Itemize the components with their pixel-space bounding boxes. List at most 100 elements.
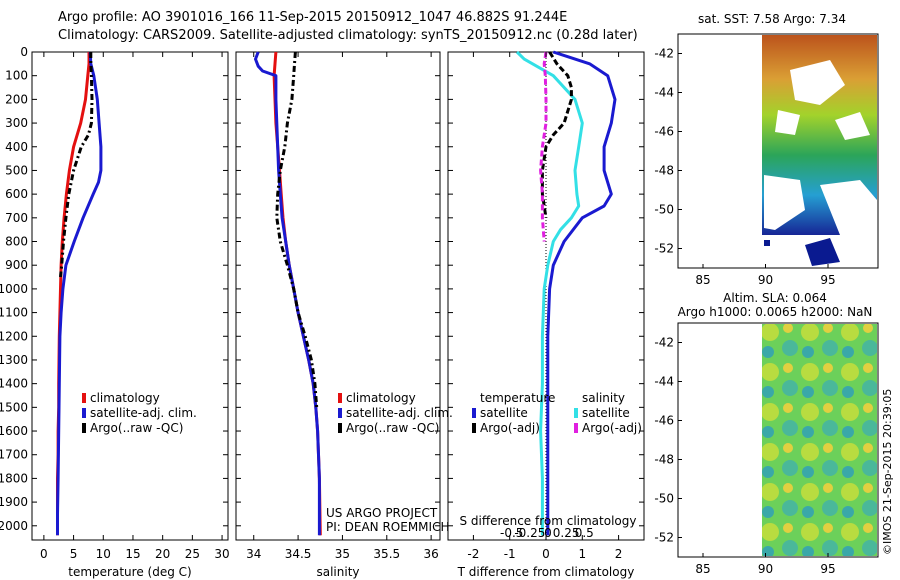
depth-tick-label: 1000 — [0, 282, 28, 296]
depth-tick-label: 1900 — [0, 495, 28, 509]
temperature-axis-label: temperature (deg C) — [68, 565, 191, 579]
legend-marker-argo — [82, 423, 86, 433]
x2-tick-label: 0 — [544, 526, 552, 540]
map-y-tick-label: -42 — [654, 47, 674, 61]
salinity-legend: climatology satellite-adj. clim. Argo(..… — [338, 391, 453, 435]
timestamp-stamp: ©IMOS 21-Sep-2015 20:39:05 — [881, 389, 894, 555]
map-x-tick-label: 85 — [695, 562, 710, 576]
sla-map-title: Altim. SLA: 0.064 — [723, 291, 827, 305]
legend-label-argo: Argo(..raw -QC) — [90, 421, 183, 435]
x-tick-label: 30 — [214, 547, 229, 561]
series-line-salinity-argo-adj- — [539, 51, 548, 242]
x-tick-label: -2 — [467, 547, 479, 561]
project-pi: PI: DEAN ROEMMICH — [326, 520, 449, 534]
map-y-tick-label: -46 — [654, 414, 674, 428]
depth-tick-label: 600 — [5, 187, 28, 201]
salinity-axis-label: salinity — [316, 565, 359, 579]
x-tick-label: 0 — [542, 547, 550, 561]
legend-marker-clim — [338, 393, 342, 403]
series-line-satellite-adj-clim- — [254, 51, 321, 536]
temperature-panel — [31, 51, 229, 541]
depth-tick-label: 1500 — [0, 400, 28, 414]
legend-label-clim: climatology — [90, 391, 160, 405]
x-tick-label: 10 — [96, 547, 111, 561]
depth-tick-label: 1300 — [0, 353, 28, 367]
header-line-1: Argo profile: AO 3901016_166 11-Sep-2015… — [58, 10, 568, 25]
legend-label-s-argo: Argo(-adj) — [582, 421, 642, 435]
legend-header-temperature: temperature — [480, 391, 555, 405]
depth-tick-label: 1600 — [0, 424, 28, 438]
depth-tick-label: 1400 — [0, 377, 28, 391]
x-tick-label: 1 — [578, 547, 586, 561]
sst-map-title: sat. SST: 7.58 Argo: 7.34 — [698, 12, 846, 26]
legend-label-s-sat: satellite — [582, 406, 630, 420]
map-y-tick-label: -52 — [654, 531, 674, 545]
x-tick-label: 15 — [125, 547, 140, 561]
legend-label-sat: satellite-adj. clim. — [346, 406, 453, 420]
series-line-satellite-adj-clim- — [56, 51, 103, 536]
x2-tick-label: -0.5 — [500, 526, 523, 540]
map-y-tick-label: -48 — [654, 164, 674, 178]
map-y-tick-label: -46 — [654, 125, 674, 139]
temperature-legend: climatology satellite-adj. clim. Argo(..… — [82, 391, 197, 435]
s-diff-axis-label: S difference from climatology — [460, 514, 637, 528]
legend-marker-s-sat — [574, 408, 578, 418]
depth-tick-label: 1100 — [0, 306, 28, 320]
x-tick-label: 2 — [615, 547, 623, 561]
series-line-temperature-argo-adj- — [540, 51, 573, 219]
map-x-tick-label: 95 — [820, 273, 835, 287]
x-tick-label: -1 — [504, 547, 516, 561]
salinity-panel — [235, 51, 441, 541]
legend-marker-argo — [338, 423, 342, 433]
x-tick-label: 34 — [246, 547, 261, 561]
depth-tick-label: 1700 — [0, 448, 28, 462]
t-diff-axis-label: T difference from climatology — [457, 565, 635, 579]
map-y-tick-label: -50 — [654, 492, 674, 506]
map-y-tick-label: -50 — [654, 203, 674, 217]
x2-tick-label: -0.25 — [514, 526, 545, 540]
sla-map-field — [762, 324, 877, 556]
map-y-tick-label: -44 — [654, 375, 674, 389]
project-name: US ARGO PROJECT — [326, 506, 438, 520]
x-tick-label: 0 — [40, 547, 48, 561]
depth-tick-label: 700 — [5, 211, 28, 225]
map-y-tick-label: -42 — [654, 336, 674, 350]
legend-label-t-argo: Argo(-adj) — [480, 421, 540, 435]
x2-tick-label: 0.25 — [553, 526, 580, 540]
difference-legend: temperature salinity satellite Argo(-adj… — [472, 391, 642, 435]
header-line-2: Climatology: CARS2009. Satellite-adjuste… — [58, 28, 638, 43]
legend-marker-sat — [82, 408, 86, 418]
x-tick-label: 20 — [155, 547, 170, 561]
map-x-tick-label: 90 — [758, 273, 773, 287]
x2-tick-label: 0.5 — [575, 526, 594, 540]
map-x-tick-label: 90 — [758, 562, 773, 576]
depth-tick-label: 400 — [5, 140, 28, 154]
depth-tick-label: 1800 — [0, 471, 28, 485]
map-x-tick-label: 85 — [695, 273, 710, 287]
legend-label-argo: Argo(..raw -QC) — [346, 421, 439, 435]
legend-marker-sat — [338, 408, 342, 418]
legend-marker-s-argo — [574, 423, 578, 433]
legend-label-clim: climatology — [346, 391, 416, 405]
x-tick-label: 25 — [185, 547, 200, 561]
depth-tick-label: 2000 — [0, 519, 28, 533]
depth-tick-label: 900 — [5, 258, 28, 272]
series-line-climatology — [272, 51, 322, 536]
legend-marker-clim — [82, 393, 86, 403]
depth-tick-label: 200 — [5, 92, 28, 106]
depth-tick-label: 1200 — [0, 329, 28, 343]
x-tick-label: 35 — [335, 547, 350, 561]
depth-tick-label: 300 — [5, 116, 28, 130]
legend-label-sat: satellite-adj. clim. — [90, 406, 197, 420]
sst-map-field — [762, 35, 877, 267]
depth-tick-label: 800 — [5, 235, 28, 249]
map-x-tick-label: 95 — [820, 562, 835, 576]
series-line-argo-raw-qc- — [275, 51, 319, 408]
depth-tick-label: 500 — [5, 163, 28, 177]
sla-map-subtitle: Argo h1000: 0.0065 h2000: NaN — [678, 305, 873, 319]
depth-tick-label: 0 — [20, 45, 28, 59]
legend-label-t-sat: satellite — [480, 406, 528, 420]
series-line-temperature-satellite — [546, 50, 617, 536]
legend-header-salinity: salinity — [582, 391, 625, 405]
